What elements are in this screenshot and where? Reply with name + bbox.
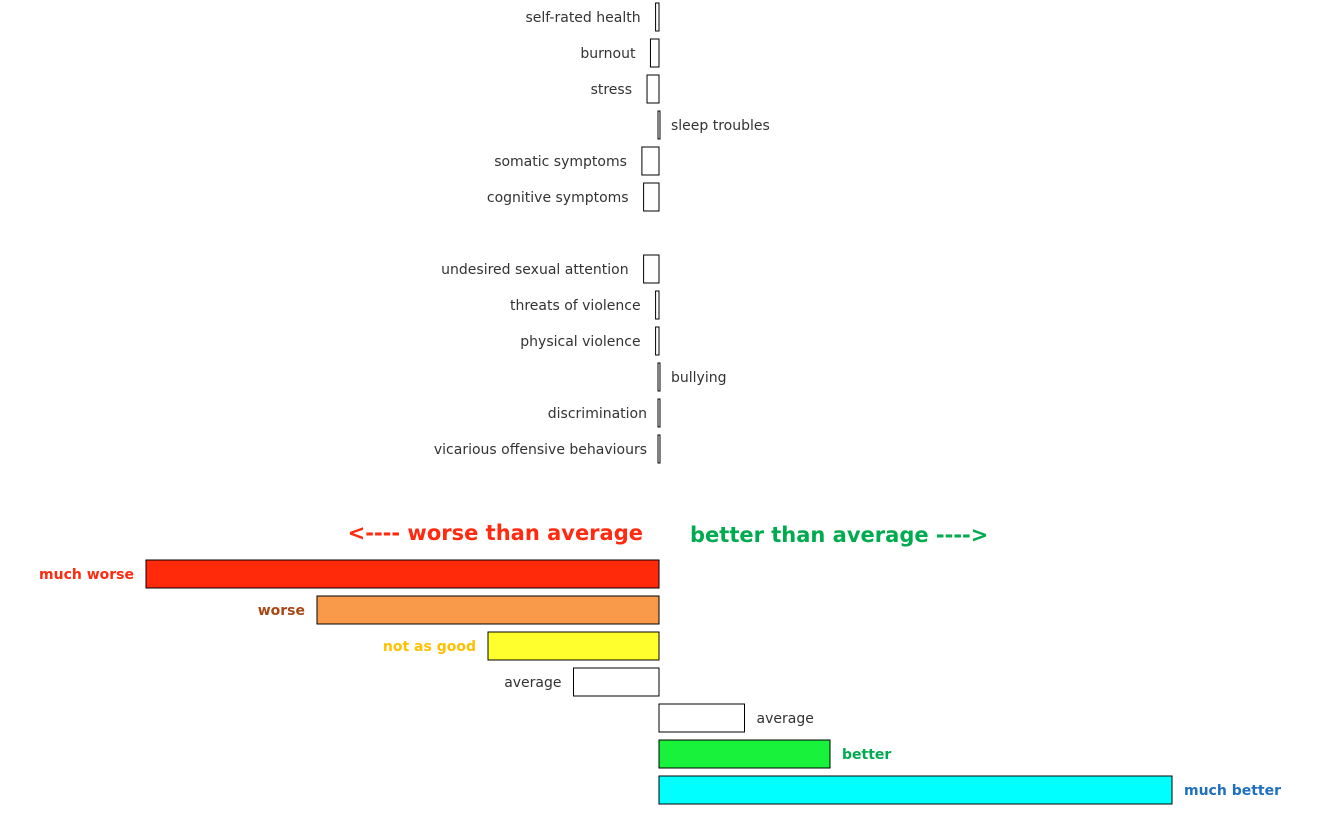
legend-label-better-5: better <box>842 747 891 763</box>
category-label-sleep-troubles: sleep troubles <box>671 118 770 134</box>
legend-bar-much-worse-0 <box>145 559 660 589</box>
category-label-threats-of-violence: threats of violence <box>510 298 641 314</box>
legend-bar-not-as-good-2 <box>487 631 660 661</box>
legend-bar-worse-1 <box>316 595 660 625</box>
legend-label-average-3: average <box>504 675 561 691</box>
bar-cognitive-symptoms <box>643 182 660 212</box>
category-label-somatic-symptoms: somatic symptoms <box>494 154 627 170</box>
bar-physical-violence <box>655 326 660 356</box>
better-than-average-label: better than average ----> <box>690 523 988 547</box>
legend-bar-better-5 <box>658 739 831 769</box>
category-label-stress: stress <box>591 82 632 98</box>
legend-bar-average-3 <box>573 667 660 697</box>
legend-bar-average-4 <box>658 703 745 733</box>
bar-somatic-symptoms <box>641 146 660 176</box>
bar-self-rated-health <box>655 2 660 32</box>
bar-discrimination <box>657 398 661 428</box>
legend-label-much-better-6: much better <box>1184 783 1281 799</box>
category-label-self-rated-health: self-rated health <box>525 10 640 26</box>
bar-burnout <box>649 38 660 68</box>
legend-label-worse-1: worse <box>258 603 305 619</box>
category-label-vicarious-offensive-behaviours: vicarious offensive behaviours <box>434 442 647 458</box>
bar-vicarious-offensive-behaviours <box>657 434 661 464</box>
bar-sleep-troubles <box>657 110 661 140</box>
category-label-burnout: burnout <box>580 46 636 62</box>
scale-legend: much worse worse not as good average average… <box>39 559 1281 805</box>
legend-bar-much-better-6 <box>658 775 1173 805</box>
category-label-undesired-sexual-attention: undesired sexual attention <box>441 262 628 278</box>
indicator-bars: self-rated health burnout stress sleep trou… <box>434 2 770 464</box>
direction-labels: <---- worse than average better than ave… <box>348 521 989 547</box>
worse-than-average-label: <---- worse than average <box>348 521 643 545</box>
legend-label-average-4: average <box>757 711 814 727</box>
category-label-cognitive-symptoms: cognitive symptoms <box>487 190 629 206</box>
bar-bullying <box>657 362 661 392</box>
category-label-discrimination: discrimination <box>548 406 647 422</box>
category-label-physical-violence: physical violence <box>520 334 640 350</box>
bar-threats-of-violence <box>655 290 660 320</box>
legend-label-much-worse-0: much worse <box>39 567 134 583</box>
category-label-bullying: bullying <box>671 370 726 386</box>
legend-label-not-as-good-2: not as good <box>383 639 476 655</box>
bar-undesired-sexual-attention <box>643 254 660 284</box>
bar-stress <box>646 74 660 104</box>
